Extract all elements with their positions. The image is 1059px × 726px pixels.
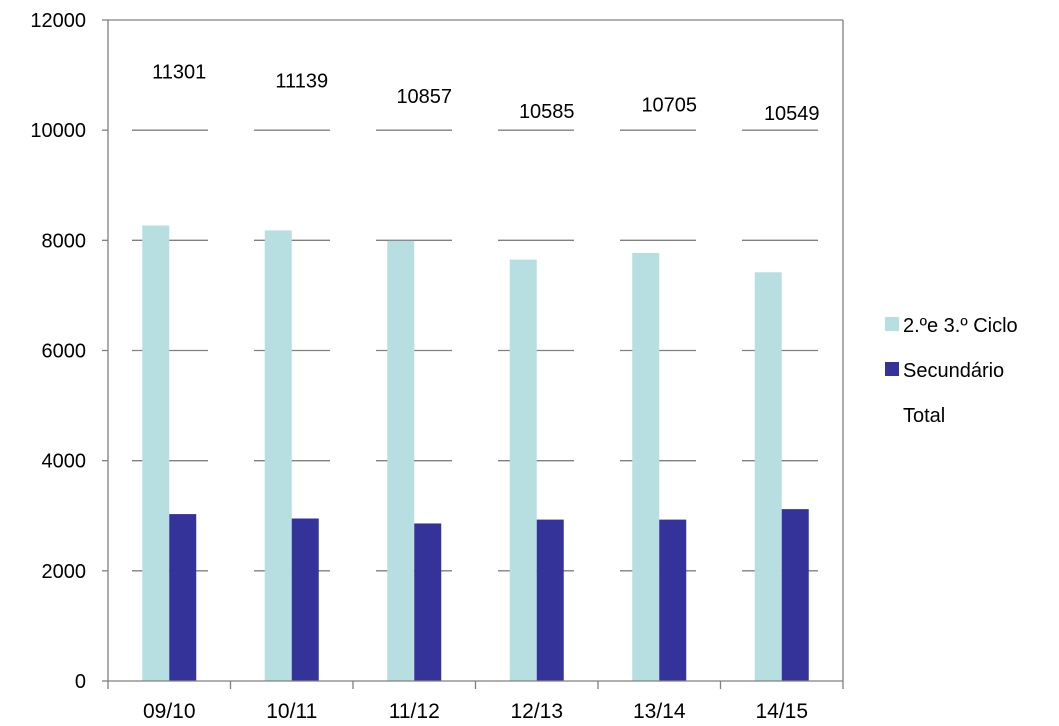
total-label: 10549 xyxy=(764,103,820,125)
legend-swatch xyxy=(885,362,899,376)
legend-label: Secundário xyxy=(903,360,1004,382)
y-tick-label: 0 xyxy=(75,671,86,693)
total-label: 10585 xyxy=(519,101,575,123)
x-tick-label: 12/13 xyxy=(510,700,563,723)
y-tick-label: 12000 xyxy=(30,10,86,32)
y-tick-label: 10000 xyxy=(30,120,86,142)
bar-ciclo xyxy=(142,225,170,682)
y-tick-label: 4000 xyxy=(42,451,87,473)
bar-ciclo xyxy=(387,240,415,682)
x-tick-label: 13/14 xyxy=(633,700,686,723)
bar-secundario xyxy=(536,519,564,681)
bar-ciclo xyxy=(509,259,537,681)
bar-ciclo xyxy=(754,272,782,681)
gridlines xyxy=(108,19,843,572)
bars xyxy=(142,225,809,682)
bar-secundario xyxy=(414,523,442,681)
bar-secundario xyxy=(659,519,687,681)
x-tick-label: 14/15 xyxy=(755,700,808,723)
bar-secundario xyxy=(291,518,319,681)
y-tick-label: 2000 xyxy=(42,561,87,583)
bar-secundario xyxy=(169,514,197,681)
total-label: 11139 xyxy=(275,70,328,92)
x-tick-label: 09/10 xyxy=(143,700,196,723)
axes xyxy=(102,19,844,689)
x-tick-label: 11/12 xyxy=(389,700,440,723)
total-label: 11301 xyxy=(152,62,206,84)
bar-ciclo xyxy=(632,253,660,681)
total-label: 10857 xyxy=(396,86,452,108)
total-label: 10705 xyxy=(641,94,697,116)
y-tick-label: 6000 xyxy=(42,341,87,363)
legend-swatch xyxy=(885,317,899,331)
legend-label: 2.ºe 3.º Ciclo xyxy=(903,315,1018,337)
bar-ciclo xyxy=(264,230,292,681)
legend: 2.ºe 3.º Ciclo Secundário Total xyxy=(885,315,1018,427)
total-labels: 11301 11139 10857 10585 10705 10549 xyxy=(152,62,819,125)
y-tick-label: 8000 xyxy=(42,230,87,252)
bar-secundario xyxy=(781,509,809,681)
y-axis-tick-labels: 0 2000 4000 6000 8000 10000 12000 xyxy=(30,10,86,693)
x-axis-tick-labels: 09/10 10/11 11/12 12/13 13/14 14/15 xyxy=(143,700,808,723)
legend-label: Total xyxy=(903,405,945,427)
x-tick-label: 10/11 xyxy=(266,700,317,723)
